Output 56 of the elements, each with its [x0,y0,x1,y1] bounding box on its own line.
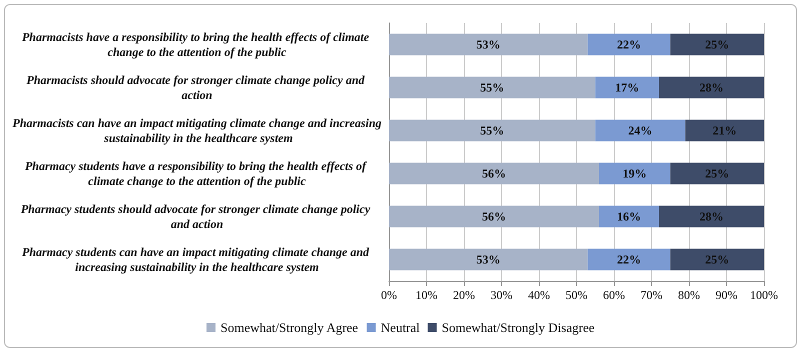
data-label: 22% [617,252,641,266]
y-tick-label: Pharmacy students have a responsibility to bring the health effects of climate change to the attention of the public [24,159,370,188]
x-tick-label: 90% [716,288,738,302]
x-tick-label: 0% [381,288,397,302]
data-label: 25% [705,38,730,52]
data-label: 53% [476,38,500,52]
x-tick-label: 100% [750,288,778,302]
x-tick-label: 30% [490,288,512,302]
bar [595,76,659,98]
data-label: 24% [628,124,652,138]
bar [685,120,764,142]
data-label: 21% [712,124,737,138]
data-label: 53% [476,252,500,266]
bar [588,248,670,270]
data-label: 28% [700,210,724,224]
bar [389,206,599,228]
y-tick-label: Pharmacists should advocate for stronger climate change policy and action [26,73,368,102]
bar [389,120,596,142]
x-tick-label: 50% [566,288,588,302]
legend-label: Somewhat/Strongly Agree [220,320,358,335]
data-label: 19% [622,166,647,180]
x-tick-label: 40% [528,288,550,302]
bar [670,34,764,56]
x-tick-label: 20% [453,288,475,302]
x-tick-label: 60% [603,288,625,302]
y-tick-label: Pharmacy students can have an impact mitigating climate change and increasing sustainability in the healthcare system [22,245,372,274]
bar [389,248,588,270]
data-label: 22% [617,38,641,52]
bar [599,162,670,184]
bar [599,206,659,228]
x-tick-label: 10% [416,288,438,302]
bar [389,76,596,98]
bar [389,162,599,184]
data-label: 56% [482,166,506,180]
y-tick-label: Pharmacy students should advocate for stronger climate change policy and action [20,202,374,231]
y-tick-label: Pharmacists can have an impact mitigating climate change and increasing sustainability in the healthcare system [12,116,382,145]
bar [670,162,764,184]
data-label: 17% [615,80,640,94]
bar [659,76,764,98]
bar [670,248,764,270]
data-label: 25% [705,166,730,180]
data-label: 56% [482,210,506,224]
bar [588,34,670,56]
data-label: 55% [480,124,504,138]
legend-label: Somewhat/Strongly Disagree [442,320,595,335]
bar [659,206,764,228]
legend-label: Neutral [380,320,420,335]
data-label: 28% [700,80,724,94]
y-tick-label: Pharmacists have a responsibility to bring the health effects of climate change to the attention of the public [22,30,372,59]
x-tick-label: 80% [678,288,700,302]
bar [389,34,588,56]
data-label: 25% [705,252,730,266]
x-tick-label: 70% [640,288,662,302]
data-label: 55% [480,80,504,94]
data-label: 16% [617,210,641,224]
bar [595,120,686,142]
